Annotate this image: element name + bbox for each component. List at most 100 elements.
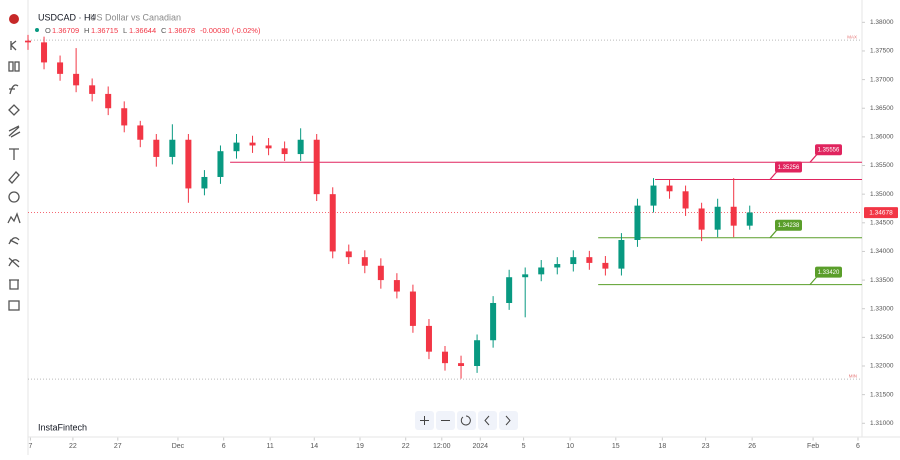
snapshot-tool[interactable] (8, 300, 20, 311)
brand: InstaFintech (38, 422, 87, 432)
candle-body (345, 251, 352, 258)
y-tick-label: 1.32500 (870, 334, 894, 341)
y-tick-label: 1.31000 (870, 420, 894, 427)
level-connector (809, 153, 818, 163)
symbol-name: US Dollar vs Canadian (90, 12, 181, 22)
y-tick-label: 1.33500 (870, 277, 894, 284)
candle-body (442, 351, 448, 364)
candle-body (425, 325, 432, 352)
x-tick-label: 6 (856, 443, 860, 450)
candle-body (393, 280, 400, 292)
level-label: 1.34238 (778, 223, 800, 229)
level-connector (769, 229, 778, 239)
y-tick-label: 1.32000 (870, 363, 894, 370)
y-tick-label: 1.36000 (870, 134, 894, 141)
x-tick-label: Dec (172, 443, 185, 450)
level-label: 1.35256 (778, 165, 800, 171)
max-line-label: MAX (847, 34, 857, 39)
reset-button[interactable] (457, 411, 476, 430)
plus-icon (420, 416, 429, 425)
ohlc-value: 1.36715 (91, 26, 118, 35)
pattern-tool[interactable] (8, 104, 20, 116)
trend-tool-2[interactable] (14, 61, 20, 72)
candle-body (730, 206, 737, 226)
candle-body (217, 151, 224, 177)
reset-icon (460, 415, 471, 426)
y-tick-label: 1.35000 (870, 191, 894, 198)
cursor-tool[interactable] (10, 40, 17, 51)
y-tick-label: 1.37000 (870, 76, 894, 83)
candle-body (137, 125, 144, 140)
ohlc-key: C (161, 26, 167, 35)
x-tick-label: 11 (267, 443, 274, 450)
x-tick-label: 18 (658, 443, 666, 450)
x-tick-label: 7 (28, 443, 32, 450)
emoji-tool[interactable] (8, 191, 20, 203)
ohlc-key: L (123, 26, 127, 35)
y-tick-label: 1.34000 (870, 248, 894, 255)
symbol: USDCAD · H4 (38, 12, 96, 22)
candle-body (554, 264, 561, 268)
x-tick-label: 23 (702, 443, 710, 450)
candle-body (105, 93, 112, 109)
level-label-box (775, 219, 802, 231)
hide-tool[interactable] (8, 257, 20, 268)
zoom-controls (415, 411, 518, 430)
candle-body (666, 185, 673, 192)
x-tick-label: 6 (222, 443, 226, 450)
fx-tool[interactable] (9, 84, 19, 95)
candle-body (714, 206, 721, 230)
candle-body (281, 148, 288, 155)
candle-body (602, 262, 609, 269)
candle-body (377, 265, 384, 281)
candle-body (73, 73, 80, 86)
level-label-box (815, 144, 842, 156)
ohlc-row: O 1.36709 H 1.36715 L 1.36644 C 1.36678 … (45, 26, 261, 35)
right-icon (505, 415, 511, 426)
y-tick-label: 1.37500 (870, 48, 894, 55)
scroll-right-button[interactable] (499, 411, 518, 430)
candle-body (201, 176, 208, 189)
ohlc-value: 1.36709 (52, 26, 79, 35)
x-tick-label: Feb (807, 443, 819, 450)
y-tick-label: 1.31500 (870, 391, 894, 398)
flag-icon[interactable] (9, 14, 19, 24)
level-connector (809, 276, 818, 286)
ohlc-key: O (45, 26, 51, 35)
y-tick-label: 1.34500 (870, 220, 894, 227)
current-price-box (864, 207, 898, 219)
scroll-left-button[interactable] (478, 411, 497, 430)
candle-body (57, 62, 64, 74)
x-tick-label: 22 (402, 443, 410, 450)
candle-body (522, 274, 529, 278)
candle-body (570, 257, 577, 265)
left-toolbar (7, 14, 21, 311)
trend-tool[interactable] (8, 61, 14, 72)
x-tick-label: 2024 (472, 443, 488, 450)
delete-tool[interactable] (9, 279, 19, 290)
min-line-label: MIN (849, 373, 857, 378)
x-tick-label: 14 (310, 443, 318, 450)
x-tick-label: 5 (522, 443, 526, 450)
x-tick-label: 19 (356, 443, 364, 450)
y-tick-label: 1.36500 (870, 105, 894, 112)
candle-body (490, 302, 497, 341)
candle-body (698, 208, 705, 230)
text-tool[interactable] (9, 148, 19, 160)
magnet-tool[interactable] (8, 237, 20, 245)
current-price-label: 1.34678 (869, 209, 893, 216)
level-label-box (815, 266, 842, 278)
brush-tool[interactable] (8, 171, 20, 184)
y-tick-label: 1.38000 (870, 19, 894, 26)
level-label: 1.35556 (818, 148, 840, 154)
y-tick-label: 1.35500 (870, 162, 894, 169)
candle-body (121, 108, 128, 126)
x-tick-label: 27 (114, 443, 122, 450)
candle-body (41, 42, 48, 63)
measure-tool[interactable] (7, 212, 21, 224)
candle-body (474, 340, 481, 366)
candle-body (506, 277, 513, 303)
candle-body (169, 139, 176, 157)
candle-body (185, 139, 192, 189)
fib-tool[interactable] (8, 125, 21, 138)
